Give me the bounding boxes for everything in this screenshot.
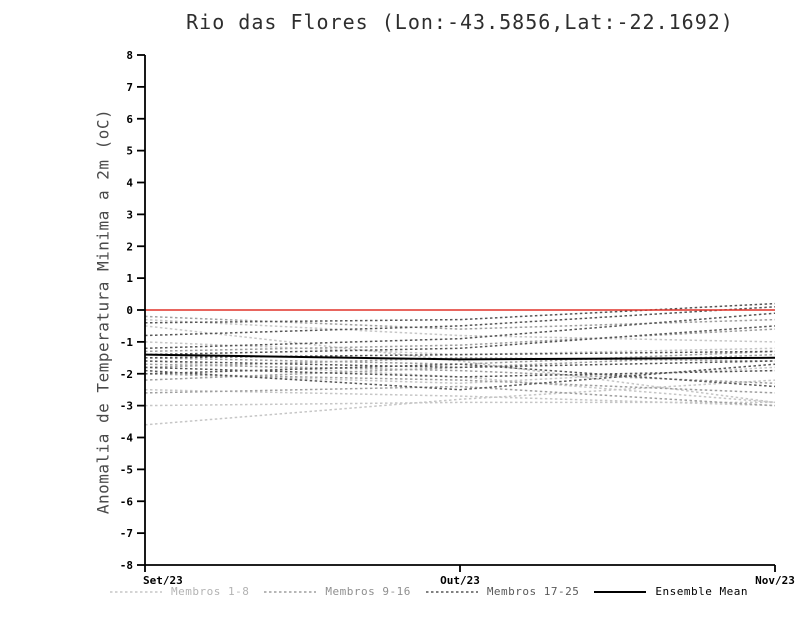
member-line	[144, 328, 776, 353]
member-line	[144, 315, 776, 330]
legend-line-sample	[264, 590, 317, 593]
member-line	[144, 385, 776, 407]
legend-line-sample	[425, 590, 478, 593]
y-tick-label: 3	[126, 208, 133, 221]
y-tick-label: -5	[120, 463, 133, 476]
y-tick-label: 5	[126, 145, 133, 158]
y-tick-label: -3	[120, 400, 133, 413]
y-tick-label: 1	[126, 272, 133, 285]
member-line	[144, 360, 776, 369]
member-line	[144, 366, 776, 385]
legend-label: Membros 9-16	[325, 585, 411, 598]
member-line	[144, 379, 776, 426]
member-line	[144, 312, 776, 350]
y-tick-label: 6	[126, 113, 133, 126]
chart-title: Rio das Flores (Lon:-43.5856,Lat:-22.169…	[186, 10, 734, 34]
y-tick-label: 8	[126, 49, 133, 62]
member-line	[144, 363, 776, 388]
y-tick-label: -7	[120, 527, 133, 540]
member-line	[144, 388, 776, 407]
y-tick-label: -1	[120, 336, 134, 349]
x-tick-label: Nov/23	[755, 574, 795, 587]
y-tick-label: 2	[126, 240, 133, 253]
legend: Membros 1-8 Membros 9-16 Membros 17-25 E…	[108, 585, 748, 598]
y-tick-label: 0	[126, 304, 133, 317]
x-tick-label: Set/23	[143, 574, 183, 587]
member-line	[144, 318, 776, 343]
member-line	[144, 363, 776, 391]
member-line	[144, 306, 776, 337]
ensemble-mean-line	[144, 353, 776, 361]
y-tick-label: 4	[126, 177, 133, 190]
legend-label: Membros 17-25	[486, 585, 580, 598]
member-line	[144, 325, 776, 356]
legend-item: Membros 17-25	[424, 585, 580, 598]
member-line	[144, 325, 776, 404]
legend-line-sample	[594, 590, 647, 593]
member-line	[144, 357, 776, 369]
y-tick-label: -2	[120, 368, 133, 381]
legend-item: Ensemble Mean	[592, 585, 748, 598]
legend-item: Membros 9-16	[262, 585, 410, 598]
y-tick-label: -6	[120, 495, 134, 508]
member-line	[144, 401, 775, 407]
legend-item: Membros 1-8	[108, 585, 249, 598]
y-tick-label: -4	[120, 432, 134, 445]
member-line	[144, 302, 776, 324]
legend-line-sample	[110, 590, 162, 593]
x-tick-label: Out/23	[440, 574, 480, 587]
legend-label: Membros 1-8	[171, 585, 250, 598]
legend-label: Ensemble Mean	[655, 585, 748, 598]
y-tick-label: 7	[126, 81, 133, 94]
y-tick-label: -8	[120, 559, 133, 572]
